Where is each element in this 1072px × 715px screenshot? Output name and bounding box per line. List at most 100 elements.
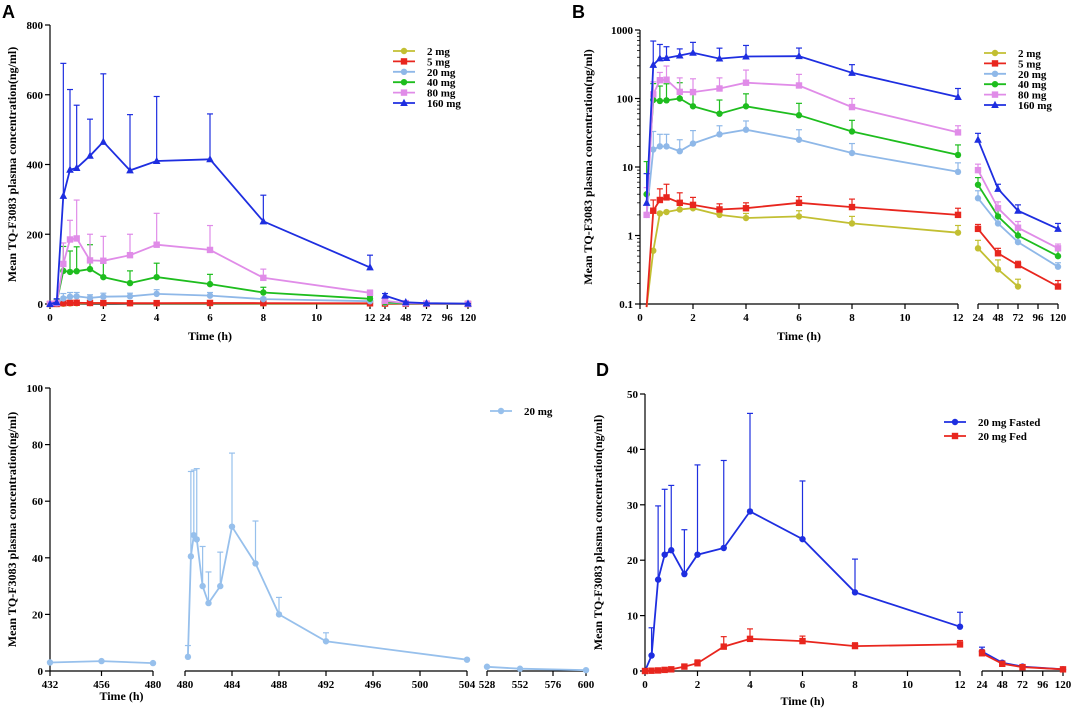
data-point [675,51,684,59]
data-point [656,143,664,150]
x-tick-label: 72 [1013,312,1025,324]
data-point [694,660,701,667]
data-point [650,91,657,98]
data-point [464,299,472,307]
data-point [366,289,374,297]
data-point [100,299,107,307]
x-tick-label: 48 [993,312,1005,324]
y-tick-label: 60 [32,496,44,508]
data-point [1054,245,1062,252]
data-point [126,166,134,174]
legend-label: 2 mg [1018,48,1041,60]
x-tick-label: 552 [512,679,529,691]
y-tick-label: 200 [27,229,44,241]
x-tick-label: 2 [695,679,701,691]
x-tick-label: 0 [637,312,643,324]
data-point [206,155,214,163]
data-point [799,637,806,645]
data-point [974,195,982,202]
legend-label: 80 mg [1018,90,1047,102]
data-point [656,97,664,105]
series-line [977,197,1059,268]
y-tick-label: 400 [27,160,44,172]
panel-c: C 0 20 40 60 80 100 432 456 480 480 484 488 492 496 500… [4,360,595,703]
data-point [260,289,267,296]
series-line [981,652,1064,671]
data-point [126,251,134,259]
data-point [66,236,74,243]
x-tick-label: 496 [365,679,382,691]
x-tick-label: 6 [800,679,806,691]
data-point [746,508,754,515]
data-point [1014,206,1022,214]
data-point [848,220,856,227]
x-tick-label: 2 [690,312,696,324]
data-point [73,299,80,306]
x-tick-label: 456 [93,679,110,691]
series-20-mg-fasted [641,412,1067,675]
series-20-mg [643,120,1062,270]
data-point [259,217,268,225]
data-point [60,299,67,307]
data-point [193,536,200,543]
legend-marker [497,407,505,415]
legend-marker [400,89,408,96]
series-line [977,228,1059,288]
data-point [650,146,657,153]
y-tick-label: 0 [38,299,44,311]
series-160-mg [46,62,472,307]
x-tick-label: 24 [380,312,392,324]
data-point [661,666,668,674]
data-point [184,653,192,661]
series-line [645,207,959,308]
data-point [100,257,107,264]
series-20-mg-fed [641,628,1067,675]
legend-marker [991,91,999,98]
legend-label: 5 mg [1018,58,1041,70]
data-point [676,148,683,155]
legend-marker [951,432,959,440]
data-point [681,663,688,670]
data-point [720,643,727,650]
legend-label: 2 mg [427,46,450,58]
data-point [954,92,962,101]
data-point [60,260,67,268]
legend-label: 20 mg Fasted [978,417,1040,429]
data-point [656,54,664,62]
x-tick-label: 504 [459,679,476,691]
series-2-mg [645,203,1022,308]
data-point [795,51,803,60]
data-point [217,582,224,590]
data-point [582,666,590,674]
data-point [322,638,330,645]
data-point [649,60,658,68]
y-tick-label: 0 [633,666,639,678]
y-tick-label: 20 [32,609,44,621]
data-point [661,551,668,558]
panel-letter-a: A [2,2,15,22]
legend-marker [991,49,999,57]
x-tick-label: 120 [460,312,477,324]
x-tick-label: 600 [578,679,595,691]
legend-marker [991,60,999,67]
data-point [742,126,750,133]
data-point [999,660,1006,667]
data-point [994,250,1002,257]
x-tick-label: 12 [955,679,967,691]
x-tick-label: 492 [318,679,335,691]
data-point [978,650,986,657]
legend-label: 20 mg [524,406,553,418]
x-tick-label: 120 [1050,312,1067,324]
data-point [126,293,134,300]
data-point [994,220,1002,227]
data-point [689,140,697,147]
legend-label: 40 mg [427,77,456,89]
data-point [206,280,214,288]
x-tick-label: 8 [849,312,855,324]
legend-label: 80 mg [427,88,456,100]
data-point [654,667,662,674]
data-point [46,659,54,666]
data-point [994,184,1002,192]
x-tick-label: 48 [997,679,1009,691]
y-tick-label: 1 [628,231,634,243]
